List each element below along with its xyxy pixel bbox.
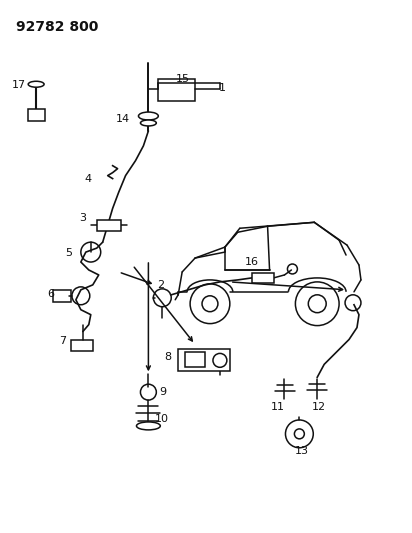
Bar [185,352,205,367]
Text: 10: 10 [155,414,169,424]
Bar [53,290,71,302]
Text: 15: 15 [176,74,190,84]
Text: 8: 8 [165,352,172,362]
Text: 6: 6 [47,289,54,299]
Text: 92782 800: 92782 800 [16,20,98,34]
Bar [178,350,230,372]
Bar [252,273,274,283]
Ellipse shape [138,112,158,120]
Bar [158,79,195,101]
Text: 14: 14 [115,114,130,124]
Text: 4: 4 [84,174,91,183]
Ellipse shape [136,422,160,430]
Bar [71,340,93,351]
Text: 16: 16 [245,257,259,267]
Bar [28,109,45,121]
Text: 1: 1 [218,83,225,93]
Ellipse shape [28,81,44,87]
Text: 9: 9 [160,387,167,397]
Text: 3: 3 [80,213,87,223]
Text: 11: 11 [271,402,285,412]
Text: 5: 5 [66,248,73,258]
Text: 2: 2 [157,280,164,290]
Bar [97,220,121,231]
Text: 13: 13 [294,446,308,456]
Text: 12: 12 [312,402,326,412]
Ellipse shape [140,120,156,126]
Text: 7: 7 [59,336,66,346]
Text: 17: 17 [12,80,26,90]
